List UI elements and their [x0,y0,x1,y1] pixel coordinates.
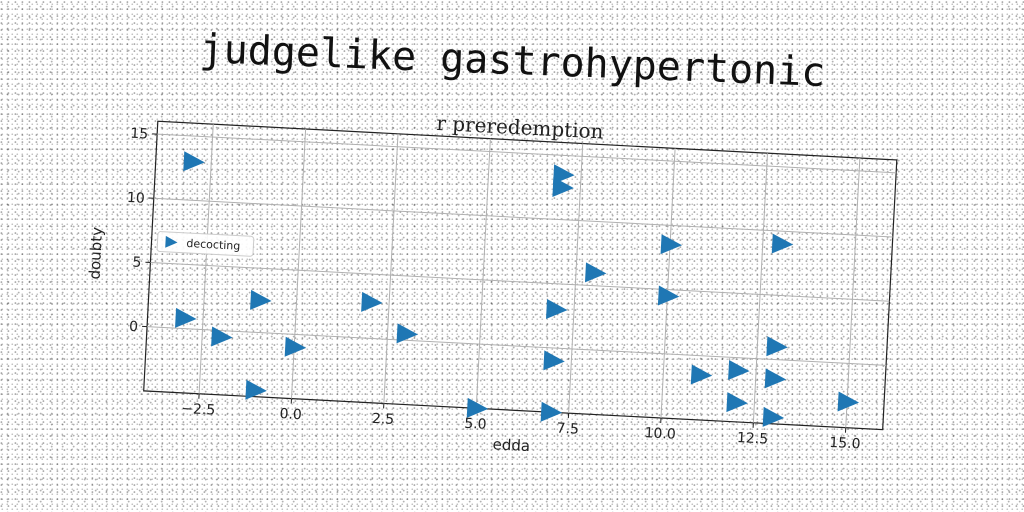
x-gridline [568,143,584,414]
data-point [183,151,205,172]
x-tick-label: 15.0 [829,435,861,453]
y-tick-label: 15 [130,126,149,143]
plot-area: r preredemption −2.5 0.0 2.5 5.0 7.5 10.0 12.5… [85,111,898,455]
data-point [466,397,489,418]
data-point [584,262,607,283]
y-axis-label: doubty [85,226,106,279]
data-point [540,401,563,422]
x-gridline [383,133,399,404]
data-point [728,360,750,381]
legend-box [156,231,255,257]
legend-label: decocting [186,237,241,253]
data-point [546,299,568,319]
data-point [553,164,575,185]
axes-frame [143,120,898,431]
data-point [543,350,565,371]
y-tick-label: 10 [127,190,146,207]
y-tick-label: 5 [132,255,142,271]
data-point [396,323,419,344]
x-axis-label: edda [492,435,530,455]
y-gridline [157,133,897,174]
grid [147,124,897,428]
data-point [660,234,683,255]
data-point [766,336,788,357]
data-point [211,326,233,347]
x-gridline [475,138,491,409]
x-tick-label: 10.0 [644,425,676,443]
chart-subtitle: r preredemption [436,111,604,144]
x-gridline [290,128,307,399]
data-point [764,368,787,389]
data-point [657,285,680,306]
x-tick-label: 7.5 [556,421,579,438]
data-points [175,151,860,427]
x-gridline [660,148,676,419]
x-tick-label: −2.5 [181,401,216,419]
data-point [361,291,383,312]
legend: decocting [156,231,255,257]
data-point [726,392,748,413]
y-gridline [147,326,887,366]
axis-ticks: −2.5 0.0 2.5 5.0 7.5 10.0 12.5 15.0 0 5 10 15 [127,126,861,453]
x-gridline [752,153,768,423]
data-point [690,364,713,385]
data-point [175,307,197,328]
data-point [552,177,574,198]
data-point [837,391,860,412]
data-point [762,406,785,427]
data-point [284,336,307,357]
chart-title: judgelike gastrohypertonic [199,26,826,96]
y-gridline [150,261,890,302]
data-point [771,233,794,254]
x-tick-label: 5.0 [464,416,487,433]
x-tick-label: 12.5 [737,430,769,448]
data-point [250,289,272,310]
x-gridline [198,124,214,394]
data-point [245,379,267,400]
x-tick-label: 2.5 [371,411,394,428]
y-tick-label: 0 [129,319,139,335]
x-tick-label: 0.0 [279,406,302,423]
legend-marker [165,235,178,248]
y-gridline [153,197,893,238]
x-gridline [845,158,861,428]
